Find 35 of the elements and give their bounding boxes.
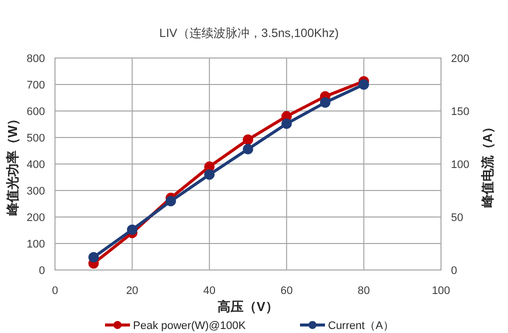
x-tick-label: 80 — [358, 285, 370, 297]
y2-tick-label: 200 — [451, 53, 470, 65]
point — [281, 118, 292, 129]
y-tick-label: 100 — [26, 238, 45, 250]
legend-label: Peak power(W)@100K — [133, 320, 246, 332]
legend-label: Current（A） — [328, 320, 394, 332]
y-tick-label: 600 — [26, 106, 45, 118]
point — [126, 224, 138, 235]
x-tick-label: 100 — [432, 285, 450, 297]
x-tick-label: 60 — [280, 285, 293, 297]
point — [242, 134, 254, 145]
point — [166, 196, 176, 206]
x-axis-title: 高压（V） — [218, 299, 278, 314]
y-tick-label: 200 — [26, 212, 45, 224]
y-tick-label: 0 — [38, 265, 45, 277]
y2-tick-label: 100 — [451, 159, 470, 171]
y-axis-title: 峰值光功率（W） — [5, 112, 20, 216]
point — [242, 144, 254, 154]
point — [88, 252, 99, 263]
y-tick-label: 300 — [26, 186, 45, 198]
y2-tick-label: 0 — [451, 265, 458, 277]
y-tick-label: 400 — [26, 159, 45, 171]
chart-title: LIV（连续波脉冲，3.5ns,100Khz) — [159, 26, 339, 40]
x-tick-label: 40 — [203, 285, 216, 297]
y-tick-label: 700 — [26, 80, 45, 92]
point — [204, 169, 215, 180]
point — [320, 97, 330, 108]
y-tick-label: 800 — [26, 53, 45, 65]
y2-tick-label: 50 — [451, 212, 464, 224]
x-tick-label: 0 — [52, 285, 58, 297]
point — [358, 79, 370, 90]
y2-axis-title: 峰值电流（A） — [480, 120, 495, 208]
y-tick-label: 500 — [26, 132, 45, 144]
y2-tick-label: 150 — [451, 106, 470, 118]
x-tick-label: 20 — [126, 285, 138, 297]
